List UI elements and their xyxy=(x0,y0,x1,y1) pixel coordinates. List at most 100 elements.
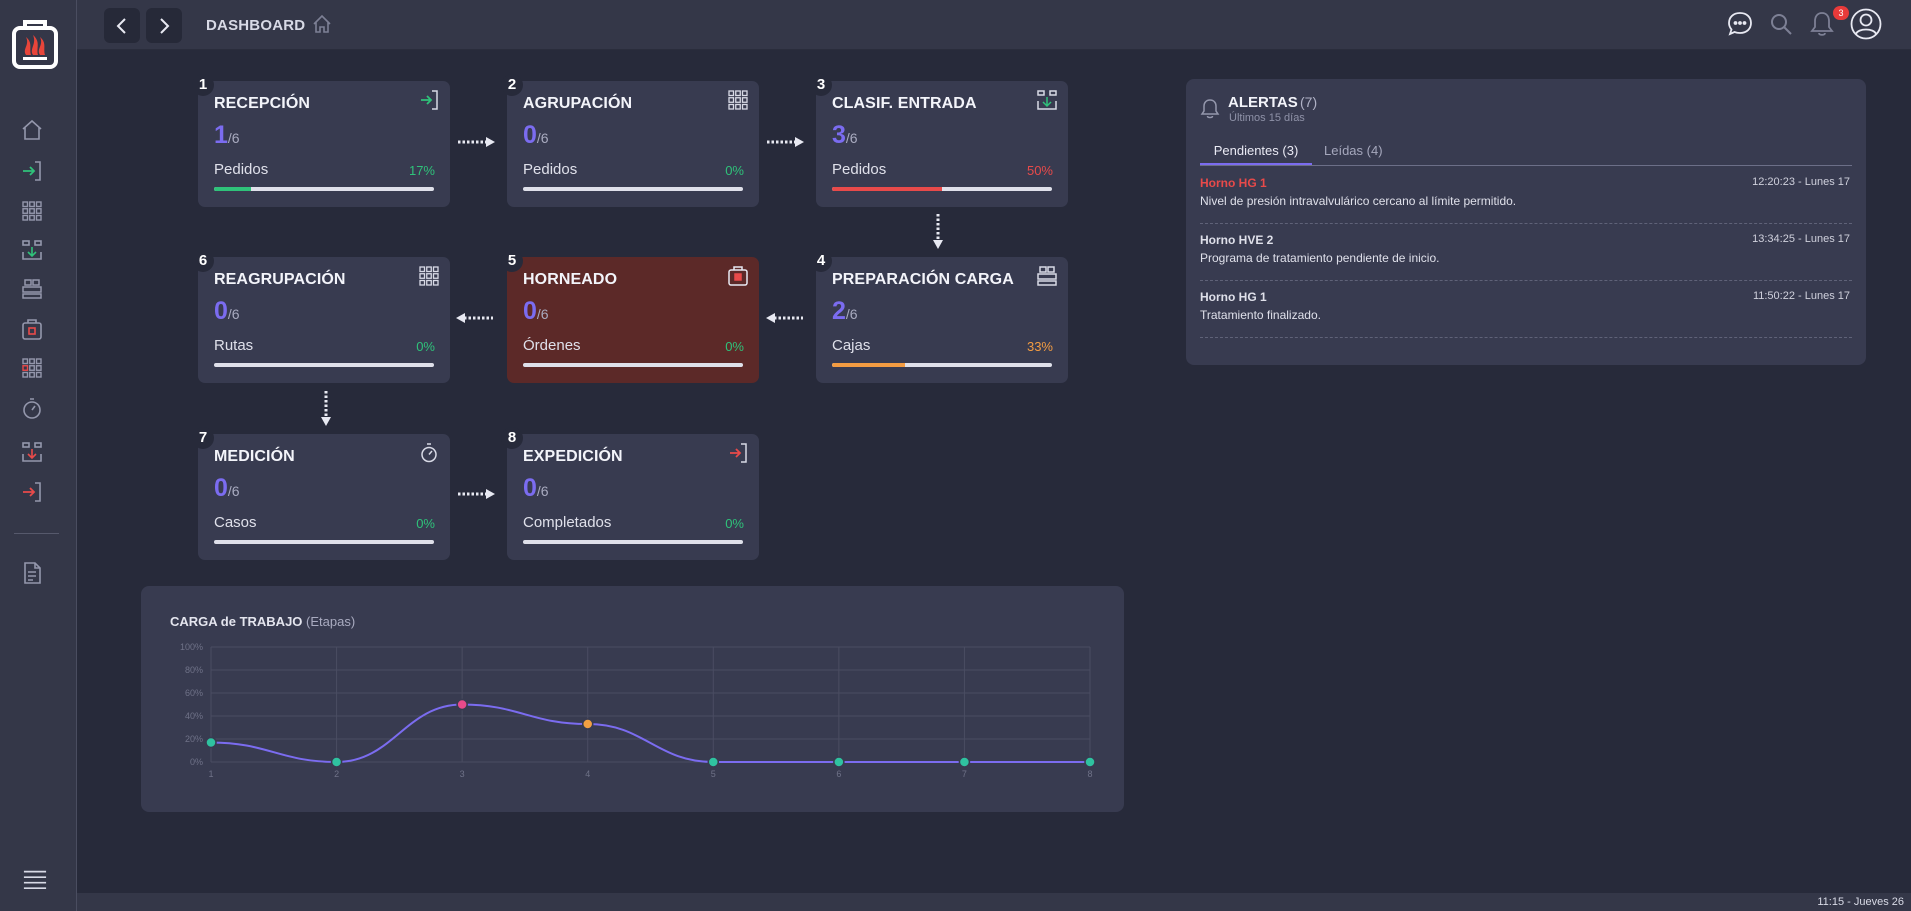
flow-arrow-right xyxy=(767,137,804,147)
stage-progress-bar xyxy=(214,540,434,544)
stage-label: Pedidos xyxy=(832,161,887,178)
sidebar-enter-icon[interactable] xyxy=(19,158,45,184)
chart-data-point xyxy=(833,756,845,768)
stage-card-expedicion[interactable]: 8 EXPEDICIÓN 0/6 Completados 0% xyxy=(501,427,759,560)
alert-item[interactable]: Horno HG 1 11:50:22 - Lunes 17 Tratamien… xyxy=(1200,284,1852,338)
stage-title: RECEPCIÓN xyxy=(214,95,311,112)
stage-number: 7 xyxy=(192,427,214,449)
tab-leidas[interactable]: Leídas (4) xyxy=(1324,143,1383,158)
stage-title: PREPARACIÓN CARGA xyxy=(832,271,1014,288)
stage-label: Completados xyxy=(523,514,612,531)
topbar: DASHBOARD 3 xyxy=(77,0,1911,50)
chart-data-point xyxy=(330,756,343,768)
chart-data-point xyxy=(456,698,468,711)
stage-title: AGRUPACIÓN xyxy=(523,95,633,112)
stage-card-agrupacion[interactable]: 2 AGRUPACIÓN 0/6 Pedidos 0% xyxy=(501,74,759,207)
stage-title: MEDICIÓN xyxy=(214,448,295,465)
back-button[interactable] xyxy=(104,8,140,43)
chart-data-point xyxy=(707,756,720,768)
alert-time: 13:34:25 - Lunes 17 xyxy=(1752,233,1850,245)
stage-label: Rutas xyxy=(214,337,254,354)
sidebar-grid-icon[interactable] xyxy=(19,198,45,224)
alert-time: 11:50:22 - Lunes 17 xyxy=(1752,290,1850,302)
sidebar-grid-icon-2[interactable] xyxy=(19,355,45,381)
stage-title: REAGRUPACIÓN xyxy=(214,271,346,288)
stage-title: HORNEADO xyxy=(523,271,618,288)
stage-label: Cajas xyxy=(832,337,871,354)
chart-x-tick-label: 5 xyxy=(711,769,716,779)
forward-button[interactable] xyxy=(146,8,182,43)
stage-card-recepcion[interactable]: 1 RECEPCIÓN 1/6 Pedidos 17% xyxy=(192,74,450,207)
stage-progress-bar xyxy=(523,540,743,544)
stage-percent: 0% xyxy=(416,339,435,354)
stage-count: 0/6 xyxy=(523,474,549,502)
stage-card-horneado[interactable]: 5 HORNEADO 0/6 Órdenes 0% xyxy=(501,250,759,383)
stage-card-reagrupacion[interactable]: 6 REAGRUPACIÓN 0/6 Rutas 0% xyxy=(192,250,450,383)
stage-card-medicion[interactable]: 7 MEDICIÓN 0/6 Casos 0% xyxy=(192,427,450,560)
flow-arrow-left xyxy=(766,313,803,323)
tray-in-icon xyxy=(1037,90,1057,110)
alert-name: Horno HG 1 xyxy=(1200,176,1267,190)
tabs-divider xyxy=(1200,165,1852,166)
chevron-right-icon xyxy=(160,17,170,34)
chart-x-tick-label: 1 xyxy=(208,769,213,779)
sidebar-stack-icon[interactable] xyxy=(19,276,45,302)
breadcrumb-home-icon[interactable] xyxy=(311,13,333,35)
alert-item[interactable]: Horno HG 1 12:20:23 - Lunes 17 Nivel de … xyxy=(1200,170,1852,224)
stage-count: 0/6 xyxy=(214,474,240,502)
sidebar-oven-icon[interactable] xyxy=(19,316,45,342)
bell-icon[interactable] xyxy=(1808,10,1836,38)
stage-title: CLASIF. ENTRADA xyxy=(832,95,977,112)
enter-icon xyxy=(421,90,438,110)
chart-x-tick-label: 6 xyxy=(836,769,841,779)
alerts-count: (7) xyxy=(1300,94,1318,110)
sidebar-tray-in-icon[interactable] xyxy=(19,237,45,263)
sidebar-home-icon[interactable] xyxy=(19,117,45,143)
alert-message: Tratamiento finalizado. xyxy=(1200,308,1321,322)
stage-percent: 33% xyxy=(1026,339,1053,354)
stage-label: Órdenes xyxy=(523,337,581,354)
stage-count: 0/6 xyxy=(523,121,549,149)
alert-name: Horno HG 1 xyxy=(1200,290,1267,304)
stage-percent: 50% xyxy=(1026,163,1053,178)
stage-label: Casos xyxy=(214,514,257,531)
notification-badge: 3 xyxy=(1833,6,1849,20)
stage-number: 6 xyxy=(192,250,214,272)
stage-percent: 17% xyxy=(408,163,435,178)
alerts-panel: ALERTAS (7) Últimos 15 días Pendientes (… xyxy=(1186,79,1866,365)
flow-arrow-left xyxy=(456,313,493,323)
stage-card-clasif-entrada[interactable]: 3 CLASIF. ENTRADA 3/6 Pedidos 50% xyxy=(810,74,1068,207)
sidebar-document-icon[interactable] xyxy=(19,560,45,586)
stage-title: EXPEDICIÓN xyxy=(523,448,623,465)
search-icon[interactable] xyxy=(1767,10,1795,38)
alert-item[interactable]: Horno HVE 2 13:34:25 - Lunes 17 Programa… xyxy=(1200,227,1852,281)
chart-y-tick-label: 40% xyxy=(185,711,203,721)
workload-chart-panel: 100% 80% 60% 40% 20% 0% 1 2 3 4 5 6 7 8 CARGA de TRAB… xyxy=(141,586,1124,812)
stage-progress-bar xyxy=(523,187,743,191)
stage-progress-bar xyxy=(832,187,1052,191)
logo-oven-icon[interactable] xyxy=(11,18,59,70)
tab-pendientes[interactable]: Pendientes (3) xyxy=(1200,143,1312,165)
stage-card-preparacion-carga[interactable]: 4 PREPARACIÓN CARGA 2/6 Cajas 33% xyxy=(810,250,1068,383)
stage-progress-bar xyxy=(214,363,434,367)
stage-progress-bar xyxy=(214,187,434,191)
flow-arrow-down xyxy=(321,391,331,426)
sidebar-exit-icon[interactable] xyxy=(19,479,45,505)
sidebar-tray-out-icon[interactable] xyxy=(19,439,45,465)
flow-arrow-right xyxy=(458,489,495,499)
stage-percent: 0% xyxy=(725,516,744,531)
chart-x-tick-label: 3 xyxy=(460,769,465,779)
chart-y-tick-label: 20% xyxy=(185,734,203,744)
stage-label: Pedidos xyxy=(214,161,269,178)
chart-data-point xyxy=(1084,756,1096,768)
user-avatar-icon[interactable] xyxy=(1850,8,1882,40)
stage-number: 8 xyxy=(501,427,523,449)
chevron-left-icon xyxy=(116,17,126,34)
alert-message: Nivel de presión intravalvulárico cercan… xyxy=(1200,194,1517,208)
sidebar-stopwatch-icon[interactable] xyxy=(19,396,45,422)
sidebar xyxy=(0,0,77,911)
menu-icon[interactable] xyxy=(22,866,48,892)
breadcrumb: DASHBOARD xyxy=(206,17,306,34)
chart-data-point xyxy=(205,736,217,749)
chat-icon[interactable] xyxy=(1726,10,1754,38)
